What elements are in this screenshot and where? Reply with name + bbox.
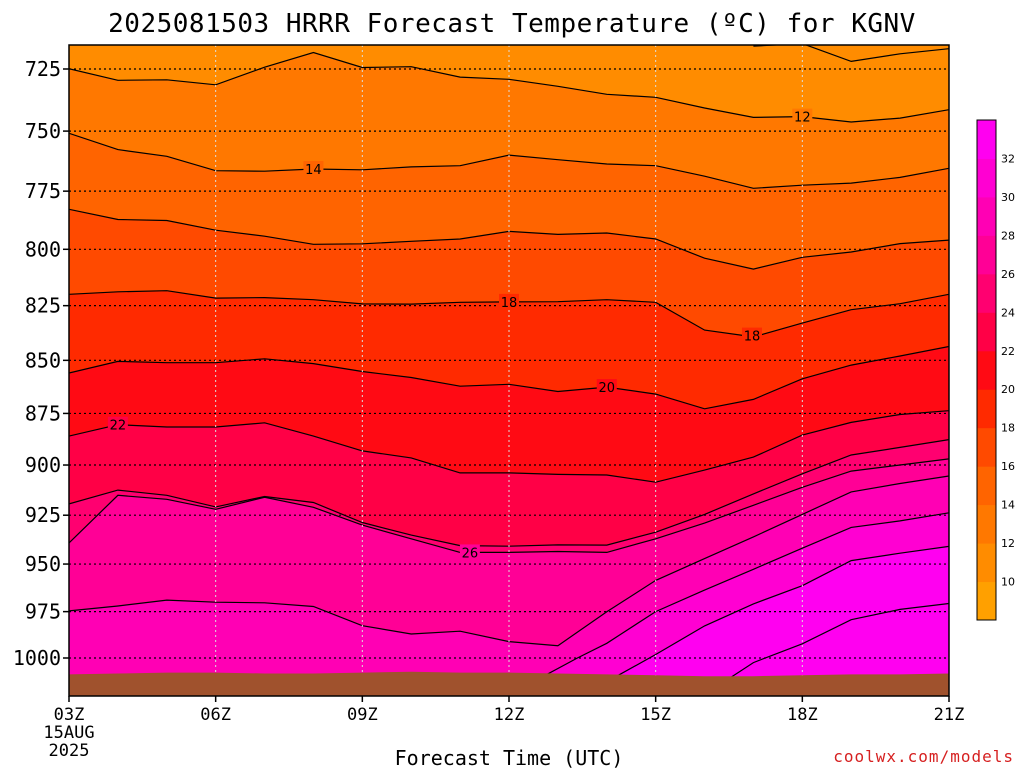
- contour-line-30: [533, 512, 949, 683]
- y-tick-label: 975: [25, 600, 61, 624]
- colorbar-tick-label: 18: [1001, 422, 1015, 435]
- contour-labels: 12 14 18 18 20 22 26: [107, 108, 813, 561]
- colorbar-segment: [977, 543, 996, 583]
- colorbar-tick-label: 28: [1001, 229, 1015, 242]
- contour-label-bg: [459, 544, 480, 561]
- chart-title: 2025081503 HRRR Forecast Temperature (ºC…: [108, 9, 916, 39]
- y-tick-label: 725: [25, 57, 61, 81]
- contour-label-bg: [792, 108, 813, 125]
- x-date-label: 15AUG: [43, 723, 94, 743]
- y-tick-label: 825: [25, 294, 61, 318]
- colorbar-tick-label: 14: [1001, 499, 1015, 512]
- x-tick-label: 15Z: [640, 705, 671, 725]
- colorbar-segment: [977, 427, 996, 467]
- colorbar-segment: [977, 273, 996, 313]
- contour-label: 26: [462, 546, 479, 561]
- plot-area: 12 14 18 18 20 22 26: [68, 44, 950, 697]
- y-tick-label: 850: [25, 348, 61, 372]
- contour-line-32: [606, 545, 949, 683]
- y-tick-label: 800: [25, 237, 61, 261]
- x-date-label: 2025: [49, 741, 90, 761]
- contour-label: 14: [305, 163, 322, 178]
- colorbar-segment: [977, 235, 996, 275]
- contour-label-bg: [499, 293, 519, 310]
- y-tick-label: 750: [25, 119, 61, 143]
- x-tick-label: 18Z: [787, 705, 818, 725]
- contour-label: 12: [794, 111, 811, 126]
- colorbar-segment: [977, 504, 996, 544]
- x-axis-title: Forecast Time (UTC): [395, 746, 624, 768]
- x-tick-label: 12Z: [494, 705, 525, 725]
- colorbar-segment: [977, 389, 996, 429]
- x-tick-label: 21Z: [934, 705, 965, 725]
- colorbar-tick-label: 16: [1001, 460, 1015, 473]
- y-tick-label: 875: [25, 401, 61, 425]
- y-tick-label: 1000: [13, 646, 61, 670]
- colorbar-segment: [977, 581, 996, 621]
- y-tick-label: 925: [25, 503, 61, 527]
- colorbar-segment: [977, 120, 996, 159]
- colorbar-tick-label: 30: [1001, 191, 1015, 204]
- colorbar-segment: [977, 158, 996, 198]
- y-tick-label: 950: [25, 552, 61, 576]
- colorbar-frame: [976, 119, 997, 621]
- contour-label-bg: [303, 161, 324, 178]
- contour-label: 22: [110, 419, 127, 434]
- colorbar-tick-label: 10: [1001, 576, 1015, 589]
- contour-label: 18: [501, 296, 518, 311]
- contour-label-bg: [741, 327, 762, 344]
- contour-line-10: [753, 45, 949, 63]
- colorbar-tick-label: 32: [1001, 152, 1015, 165]
- contour-label-bg: [107, 416, 128, 433]
- contour-label-bg: [596, 379, 617, 396]
- colorbar-segment: [977, 466, 996, 506]
- y-tick-label: 775: [25, 179, 61, 203]
- colorbar-tick-label: 12: [1001, 537, 1015, 550]
- colorbar-tick-label: 22: [1001, 345, 1015, 358]
- contour-line-26: [69, 458, 949, 554]
- colorbar-segment: [977, 196, 996, 236]
- contour-line-34: [723, 602, 949, 683]
- grid-lines: [68, 45, 950, 696]
- colorbar-tick-label: 26: [1001, 268, 1015, 281]
- x-tick-label: 09Z: [347, 705, 378, 725]
- x-tick-label: 06Z: [200, 705, 231, 725]
- source-credit: coolwx.com/models: [833, 747, 1014, 766]
- contour-line-20: [69, 345, 949, 410]
- colorbar-tick-label: 24: [1001, 306, 1015, 319]
- y-axis: 725 750 775 800 825 850 875 900 925 950 975 1000: [13, 57, 69, 670]
- colorbar: 10 12 14 16 18 20 22 24 26 28 30 32: [976, 119, 1015, 621]
- contour-fills: [69, 45, 949, 696]
- contour-label: 20: [599, 381, 616, 396]
- x-tick-label: 03Z: [54, 705, 85, 725]
- colorbar-tick-label: 20: [1001, 383, 1015, 396]
- colorbar-segment: [977, 312, 996, 352]
- surface-ground: [69, 671, 949, 696]
- contour-label: 18: [744, 330, 761, 345]
- colorbar-segment: [977, 350, 996, 390]
- y-tick-label: 900: [25, 453, 61, 477]
